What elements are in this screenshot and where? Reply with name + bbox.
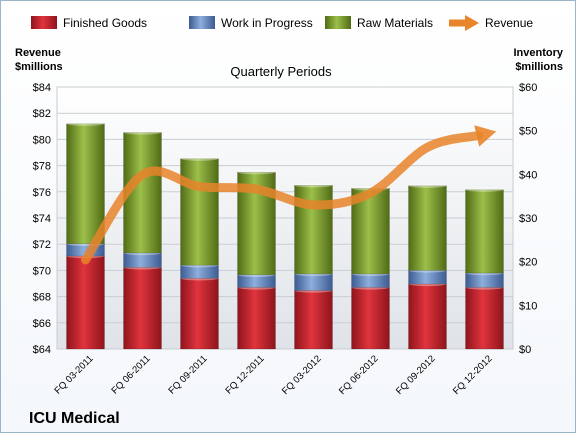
bar-work-in-progress xyxy=(294,273,333,291)
left-tick-label: $78 xyxy=(33,161,51,173)
bar-finished-goods xyxy=(237,287,276,350)
left-tick-label: $64 xyxy=(33,344,51,356)
left-tick-label: $82 xyxy=(33,108,51,120)
legend: Finished Goods Work in Progress Raw Mate… xyxy=(31,15,533,31)
right-tick-label: $10 xyxy=(519,300,537,312)
x-tick-label: FQ 09-2012 xyxy=(394,353,438,397)
bar-finished-goods xyxy=(294,290,333,350)
x-axis-ticks: FQ 03-2011 FQ 06-2011 FQ 09-2011 FQ 12-2011… xyxy=(52,353,494,397)
bar-raw-materials xyxy=(66,123,105,245)
left-tick-label: $70 xyxy=(33,265,51,277)
x-tick-label: FQ 06-2012 xyxy=(337,353,381,397)
right-tick-label: $50 xyxy=(519,126,537,138)
x-tick-label: FQ 06-2011 xyxy=(109,353,152,396)
bar-raw-materials xyxy=(408,185,447,271)
bar-group xyxy=(66,121,504,350)
bar-finished-goods xyxy=(351,287,390,350)
x-tick-label: FQ 12-2012 xyxy=(451,353,495,397)
revenue-line xyxy=(81,131,484,265)
right-axis-ticks: $0 $10 $20 $30 $40 $50 $60 xyxy=(519,82,537,356)
left-axis-title-line1: Revenue xyxy=(15,47,61,59)
right-tick-label: $0 xyxy=(519,344,531,356)
bar-raw-materials-cap xyxy=(123,130,162,135)
bar-raw-materials-cap xyxy=(465,187,504,192)
bar-raw-materials-cap xyxy=(294,183,333,188)
right-tick-label: $40 xyxy=(519,169,537,181)
bar-finished-goods xyxy=(408,283,447,350)
bar-finished-goods xyxy=(180,278,219,350)
bar-raw-materials xyxy=(465,189,504,274)
chart-title: Quarterly Periods xyxy=(230,64,332,79)
x-tick-label: FQ 09-2011 xyxy=(166,353,209,396)
revenue-line-group xyxy=(81,125,497,265)
bar-finished-goods xyxy=(66,255,105,350)
right-tick-label: $60 xyxy=(519,82,537,94)
left-tick-label: $84 xyxy=(33,82,51,94)
right-axis-title-line1: Inventory xyxy=(513,47,563,59)
bar-raw-materials-cap xyxy=(237,169,276,175)
legend-label-raw-materials: Raw Materials xyxy=(357,16,433,30)
legend-swatch-revenue xyxy=(449,15,479,31)
legend-label-work-in-progress: Work in Progress xyxy=(221,16,313,30)
left-tick-label: $76 xyxy=(33,187,51,199)
bar-finished-goods xyxy=(465,287,504,350)
right-axis-title-line2: $millions xyxy=(515,61,563,73)
left-axis-title-line2: $millions xyxy=(15,61,63,73)
bar-work-in-progress xyxy=(123,252,162,268)
brand-label: ICU Medical xyxy=(29,410,120,427)
revenue-arrowhead xyxy=(474,125,497,147)
legend-swatch-finished-goods xyxy=(31,16,57,29)
bar-finished-goods xyxy=(123,267,162,350)
x-tick-label: FQ 12-2011 xyxy=(223,353,266,396)
legend-swatch-raw-materials xyxy=(325,16,351,29)
right-tick-label: $30 xyxy=(519,213,537,225)
right-tick-label: $20 xyxy=(519,257,537,269)
x-tick-label: FQ 03-2012 xyxy=(280,353,324,397)
left-tick-label: $72 xyxy=(33,239,51,251)
legend-label-finished-goods: Finished Goods xyxy=(63,16,147,30)
left-tick-label: $68 xyxy=(33,292,51,304)
left-tick-label: $66 xyxy=(33,318,51,330)
left-axis-ticks: $64 $66 $68 $70 $72 $74 $76 $78 $80 $82 $84 xyxy=(33,82,51,356)
legend-swatch-work-in-progress xyxy=(189,16,215,29)
legend-label-revenue: Revenue xyxy=(485,16,533,30)
bar-raw-materials-cap xyxy=(66,121,105,126)
bar-raw-materials-cap xyxy=(180,156,219,161)
bar-raw-materials-cap xyxy=(408,183,447,188)
x-tick-label: FQ 03-2011 xyxy=(52,353,95,396)
bar-raw-materials xyxy=(180,158,219,266)
left-tick-label: $74 xyxy=(33,213,51,225)
left-tick-label: $80 xyxy=(33,134,51,146)
